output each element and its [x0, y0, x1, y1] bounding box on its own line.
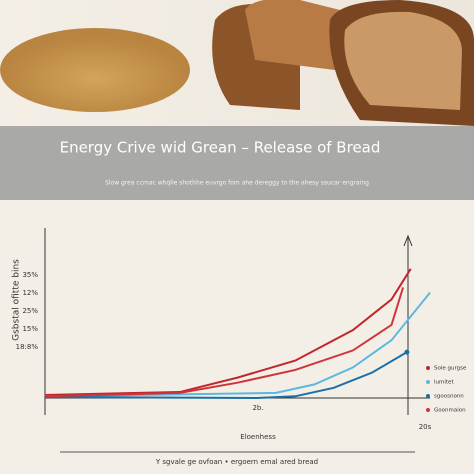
- x-axis-label: Eloenhess: [240, 433, 276, 441]
- chart-title: Energy Crive wid Grean – Release of Brea…: [60, 139, 381, 157]
- caption: Y sgvale ge ovfoan • ergoern emal ared b…: [155, 458, 318, 466]
- series-line: [44, 291, 431, 398]
- legend-label: sgoosnonn: [434, 394, 464, 400]
- legend-label: lumitet: [434, 380, 454, 386]
- subtitle: Slow grea ccmac whqlle shothhe euvrgo fo…: [105, 180, 369, 187]
- legend-label: Sole gurgse: [434, 366, 467, 372]
- series-line: [44, 351, 408, 400]
- y-tick-label: 25%: [22, 307, 38, 315]
- x-tick-label: 2b.: [252, 404, 263, 412]
- y-tick-label: 35%: [22, 271, 38, 279]
- legend-swatch: [426, 408, 430, 412]
- y-tick-label: 15%: [22, 325, 38, 333]
- arrow: [403, 234, 413, 247]
- series-line: [44, 287, 405, 398]
- y-tick-label: 12%: [22, 289, 38, 297]
- x-tick-label: 20s: [419, 423, 432, 431]
- end-point: [404, 349, 410, 355]
- y-tick-label: 18:8%: [16, 343, 39, 351]
- bread-slices: [212, 0, 474, 126]
- title-band: [0, 126, 474, 200]
- legend-swatch: [426, 366, 430, 370]
- grain-pile: [0, 28, 190, 112]
- y-axis-label: Gsbstal ofitte bins: [12, 259, 22, 341]
- legend-swatch: [426, 394, 430, 398]
- legend-swatch: [426, 380, 430, 384]
- legend-label: Goonmaion: [434, 408, 466, 414]
